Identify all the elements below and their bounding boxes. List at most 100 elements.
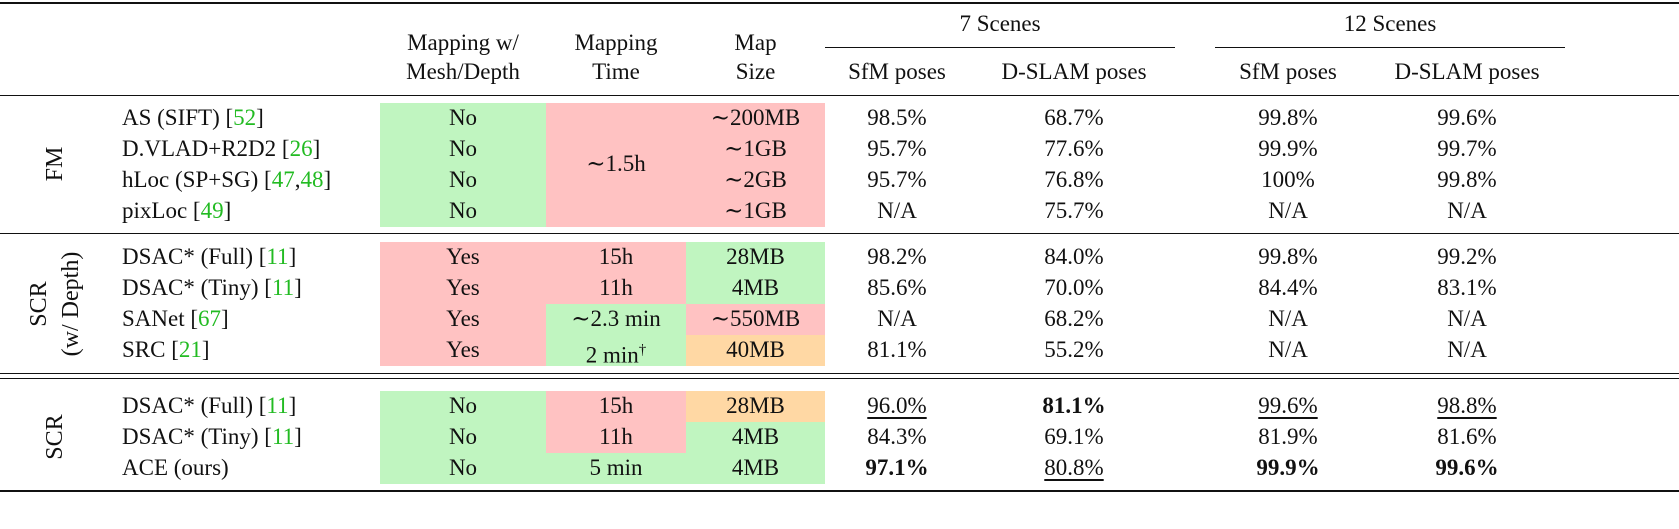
mapping-mesh-cell: No	[448, 198, 478, 223]
time-cell-bg	[546, 103, 686, 227]
map-size-header: Map Size	[686, 28, 826, 86]
citation-link[interactable]: 67	[198, 306, 222, 331]
method-name: AS (SIFT) [52]	[122, 105, 264, 131]
method-name-text: DSAC* (Full) [	[122, 244, 267, 269]
map-size-cell: 40MB	[726, 337, 785, 362]
accuracy-cell-s7sfm: 98.5%	[867, 105, 927, 130]
group-scr-depth-label: SCR (w/ Depth)	[23, 252, 87, 357]
accuracy-cell-s12dslam: N/A	[1447, 306, 1487, 331]
mapping-mesh-cell: No	[448, 167, 478, 192]
mapping-mesh-cell: No	[448, 393, 478, 418]
mapping-time-footnote: †	[638, 342, 647, 358]
mesh-cell-bg	[380, 103, 546, 227]
accuracy-cell-s12dslam: 99.7%	[1437, 136, 1497, 161]
citation-link[interactable]: 11	[266, 393, 289, 418]
scenes12-rule	[1215, 47, 1565, 48]
group-scr-depth-line: SCR	[26, 281, 52, 327]
method-name-text: DSAC* (Full) [	[122, 393, 267, 418]
accuracy-cell-s7sfm: 97.1%	[865, 455, 929, 480]
mapping-mesh-header-line: Mesh/Depth	[406, 59, 520, 84]
citation-link[interactable]: 11	[266, 244, 289, 269]
mapping-mesh-cell: Yes	[446, 306, 480, 331]
size-cell-bg	[686, 103, 825, 227]
size-cell-bg	[686, 391, 825, 422]
ref-bracket: ]	[201, 337, 210, 362]
accuracy-cell-s12sfm: 81.9%	[1258, 424, 1318, 449]
method-name-text: SANet [	[122, 306, 199, 331]
map-size-cell: ∼550MB	[710, 306, 801, 331]
accuracy-cell-s7sfm: 95.7%	[867, 136, 927, 161]
accuracy-cell-s7dslam: 80.8%	[1044, 455, 1104, 480]
size-cell-bg	[686, 304, 825, 335]
method-name: DSAC* (Full) [11]	[122, 393, 296, 419]
group-scr-label: SCR	[42, 414, 68, 460]
accuracy-cell-s12dslam: N/A	[1447, 198, 1487, 223]
map-size-cell: 4MB	[731, 455, 780, 480]
accuracy-cell-s12sfm: 99.9%	[1256, 455, 1320, 480]
method-name: ACE (ours)	[122, 455, 229, 481]
citation-link[interactable]: 11	[271, 275, 295, 300]
fm-rule	[0, 233, 1679, 234]
mapping-mesh-cell: No	[448, 105, 478, 130]
map-size-cell: 4MB	[731, 424, 780, 449]
method-name-text: SRC [	[122, 337, 179, 362]
accuracy-cell-s7dslam: 77.6%	[1044, 136, 1104, 161]
citation-link[interactable]: 47	[271, 167, 295, 192]
accuracy-cell-s12sfm: 100%	[1261, 167, 1315, 192]
time-cell-bg	[546, 242, 686, 304]
accuracy-cell-s12sfm: N/A	[1268, 198, 1308, 223]
citation-link[interactable]: 26	[289, 136, 313, 161]
method-name: SANet [67]	[122, 306, 229, 332]
citation-link[interactable]: 11	[271, 424, 295, 449]
accuracy-cell-s7sfm: N/A	[877, 198, 917, 223]
map-size-cell: 28MB	[726, 393, 785, 418]
bottom-rule	[0, 490, 1679, 492]
citation-link[interactable]: 21	[178, 337, 202, 362]
accuracy-cell-s12dslam: N/A	[1447, 337, 1487, 362]
scenes7-rule	[825, 47, 1175, 48]
scr-depth-rule-1	[0, 373, 1679, 374]
map-size-cell: 4MB	[731, 275, 780, 300]
method-name-text: hLoc (SP+SG) [	[122, 167, 272, 192]
method-name: hLoc (SP+SG) [47,48]	[122, 167, 331, 193]
mesh-cell-bg	[380, 242, 546, 366]
map-size-cell: ∼1GB	[724, 198, 787, 223]
citation-link[interactable]: 49	[200, 198, 224, 223]
accuracy-cell-s12dslam: 99.2%	[1437, 244, 1497, 269]
ref-separator: ,	[294, 167, 301, 192]
mapping-mesh-header-line: Mapping w/	[407, 30, 519, 55]
citation-link[interactable]: 48	[300, 167, 324, 192]
top-rule	[0, 2, 1679, 4]
map-size-cell: ∼2GB	[724, 167, 787, 192]
accuracy-cell-s7dslam: 68.7%	[1044, 105, 1104, 130]
mapping-time-cell: 5 min	[589, 455, 643, 480]
mapping-mesh-cell: Yes	[446, 244, 480, 269]
s7-sfm-header: SfM poses	[848, 59, 946, 84]
scenes12-header: 12 Scenes	[1343, 11, 1437, 36]
accuracy-cell-s12sfm: 99.9%	[1258, 136, 1318, 161]
accuracy-cell-s12dslam: 99.6%	[1437, 105, 1497, 130]
size-cell-bg	[686, 242, 825, 304]
accuracy-cell-s12sfm: N/A	[1268, 306, 1308, 331]
accuracy-cell-s12dslam: 99.8%	[1437, 167, 1497, 192]
map-size-cell: 28MB	[726, 244, 785, 269]
method-name-text: pixLoc [	[122, 198, 201, 223]
method-name-text: AS (SIFT) [	[122, 105, 234, 130]
citation-link[interactable]: 52	[233, 105, 257, 130]
scenes7-header: 7 Scenes	[959, 11, 1041, 36]
accuracy-cell-s7sfm: 85.6%	[867, 275, 927, 300]
group-scr-depth-line: (w/ Depth)	[58, 251, 84, 357]
header-rule	[0, 95, 1679, 96]
accuracy-cell-s7dslam: 76.8%	[1044, 167, 1104, 192]
mapping-time-header: Mapping Time	[536, 28, 696, 86]
mesh-cell-bg	[380, 391, 546, 484]
group-fm-label: FM	[42, 146, 68, 182]
accuracy-cell-s7dslam: 75.7%	[1044, 198, 1104, 223]
ref-bracket: ]	[223, 198, 232, 223]
mapping-time-header-line: Time	[592, 59, 640, 84]
accuracy-cell-s12dslam: 81.6%	[1437, 424, 1497, 449]
accuracy-cell-s7sfm: 98.2%	[867, 244, 927, 269]
scr-depth-rule-2	[0, 378, 1679, 379]
method-name: pixLoc [49]	[122, 198, 231, 224]
